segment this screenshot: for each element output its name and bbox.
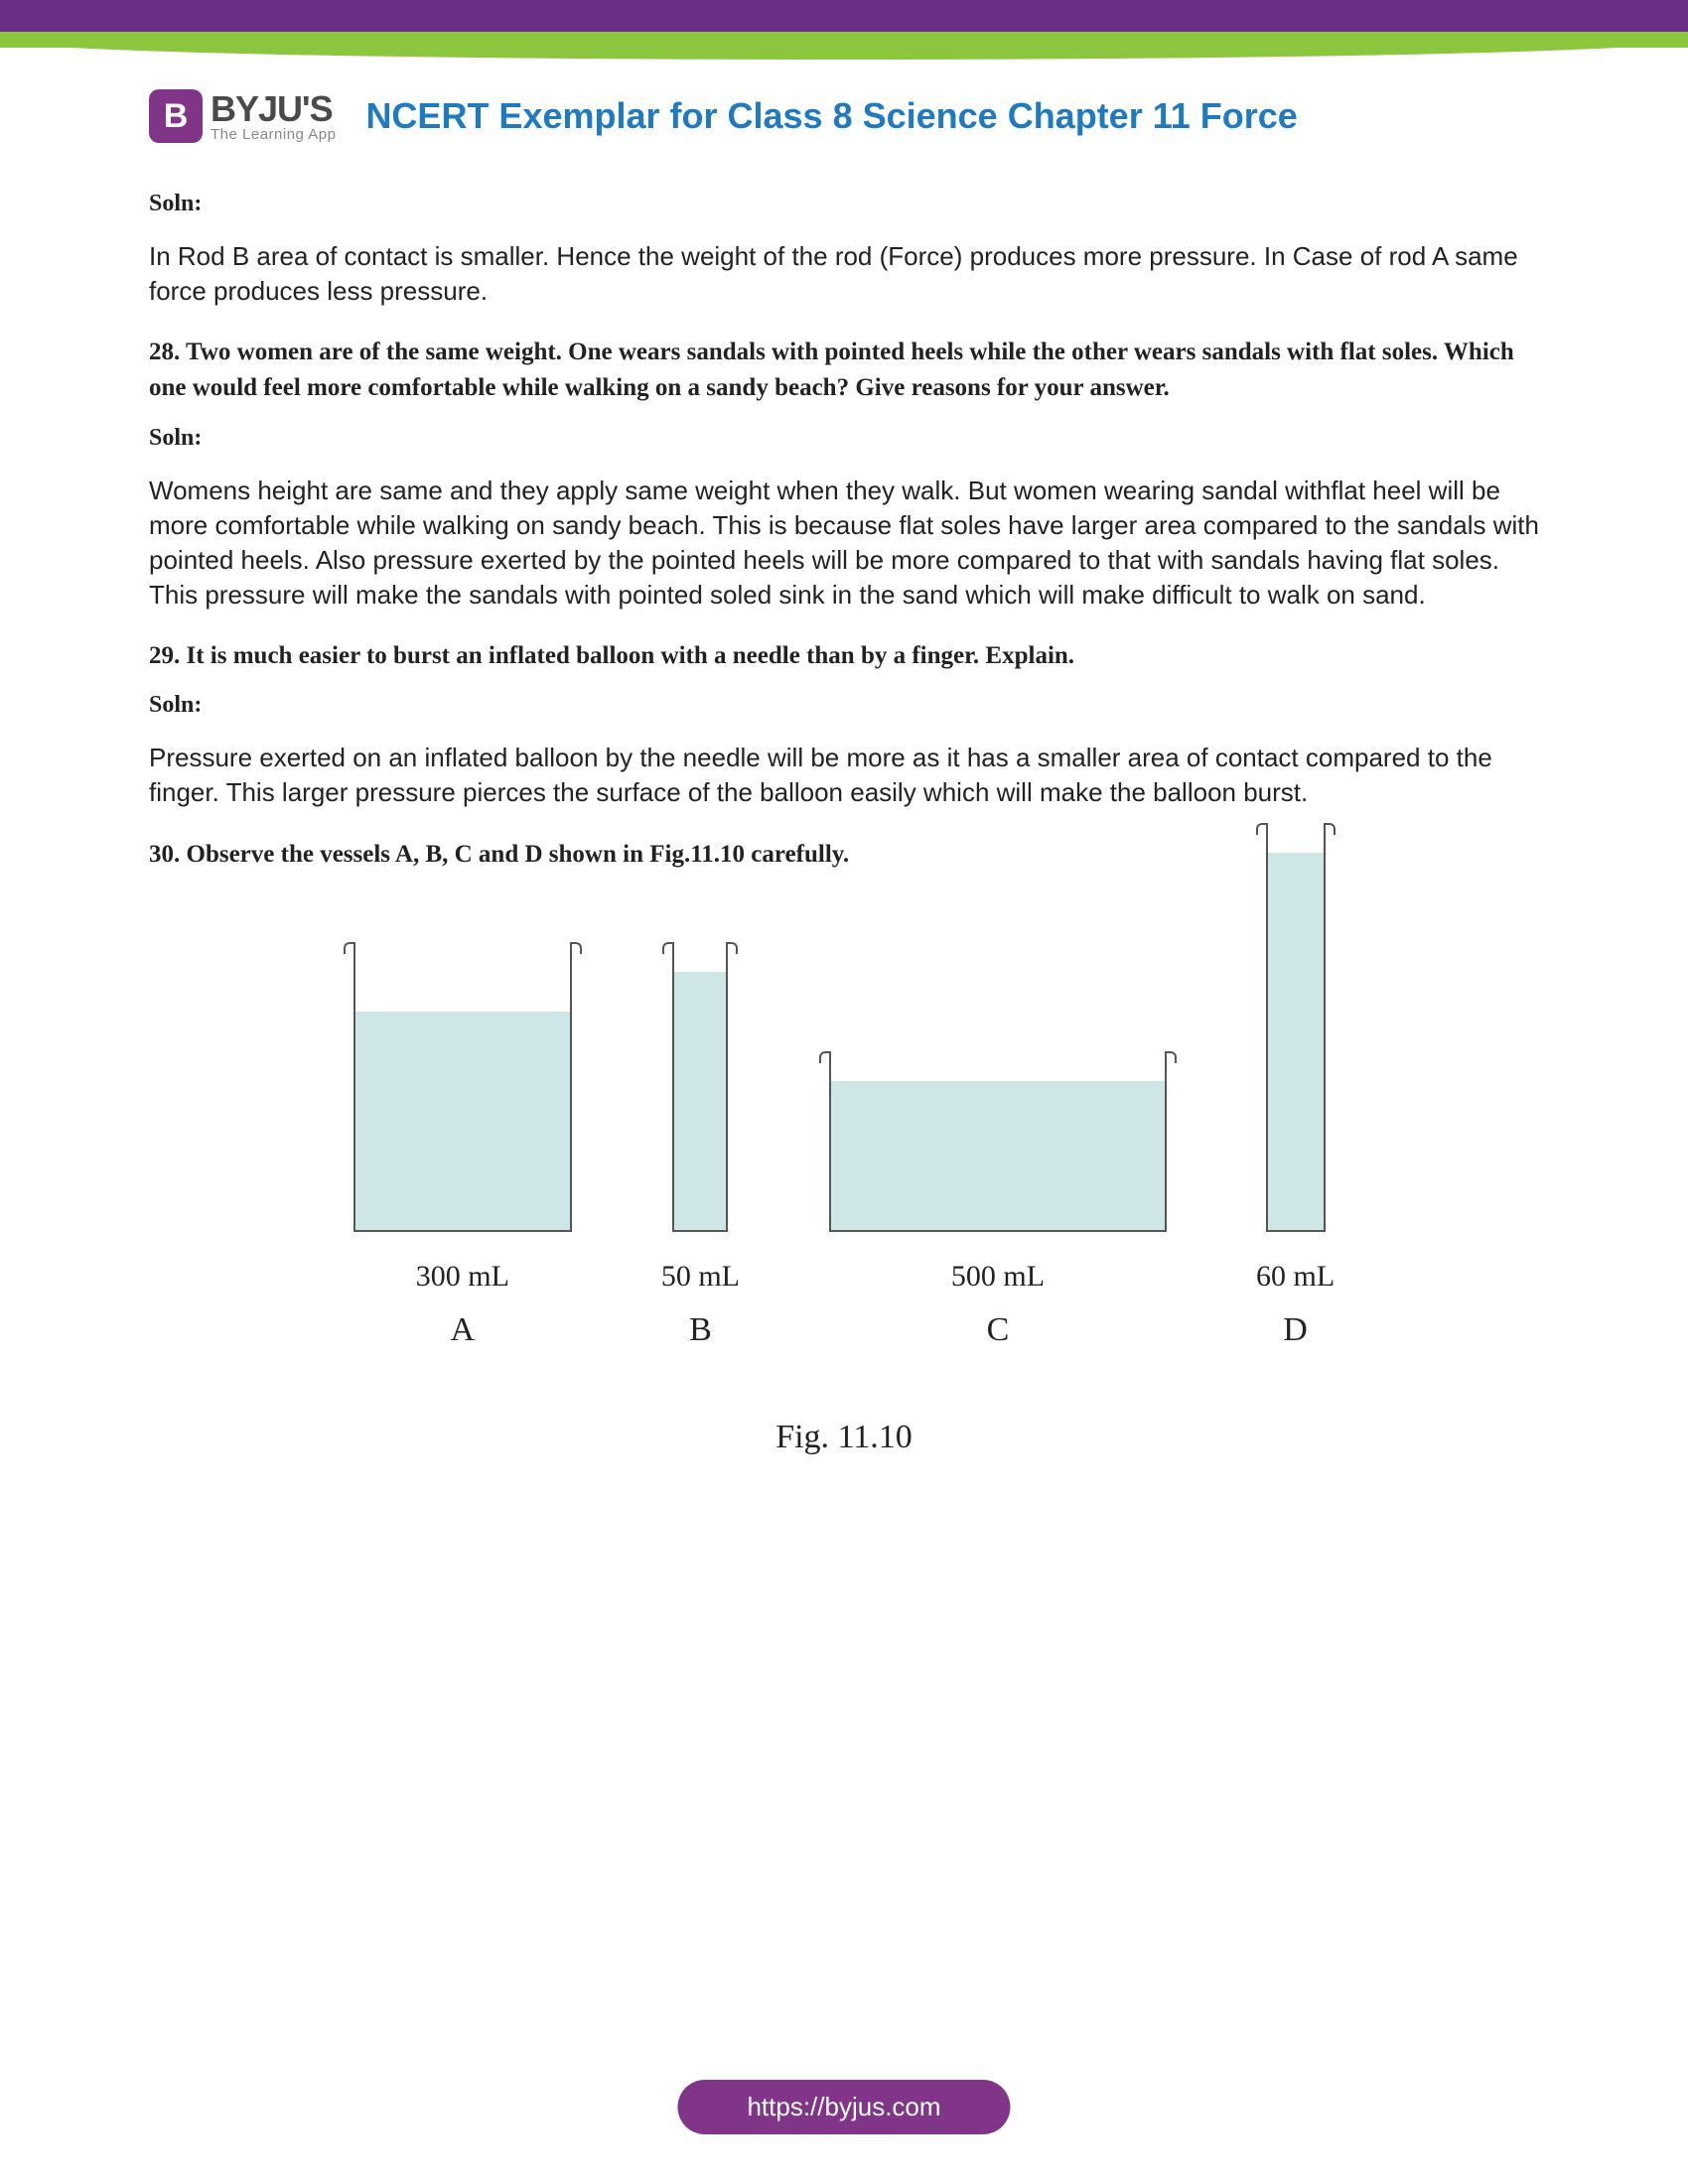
vessel-C: 500 mL C: [829, 1053, 1167, 1349]
page-title: NCERT Exemplar for Class 8 Science Chapt…: [365, 95, 1297, 137]
figure-caption: Fig. 11.10: [775, 1419, 913, 1456]
soln-label-q27: Soln:: [149, 191, 1539, 217]
brand-tagline: The Learning App: [211, 127, 336, 142]
vessel-letter-C: C: [987, 1311, 1010, 1349]
vessel-lip-left: [1256, 823, 1268, 835]
vessel-water-D: [1268, 853, 1324, 1230]
vessel-container-B: [672, 944, 728, 1232]
footer-url-pill: https://byjus.com: [677, 2080, 1010, 2134]
question-28: 28. Two women are of the same weight. On…: [149, 335, 1539, 407]
vessel-letter-D: D: [1283, 1311, 1308, 1349]
vessel-D: 60 mL D: [1256, 825, 1335, 1349]
vessel-B: 50 mL B: [661, 944, 740, 1349]
vessel-volume-label-C: 500 mL: [951, 1260, 1045, 1294]
soln-label-q28: Soln:: [149, 425, 1539, 452]
vessel-letter-A: A: [451, 1311, 476, 1349]
brand-logo: B BYJU'S The Learning App: [149, 89, 336, 143]
vessel-volume-label-D: 60 mL: [1256, 1260, 1335, 1294]
banner-green-stripe: [0, 40, 1688, 60]
logo-text: BYJU'S The Learning App: [211, 91, 336, 142]
vessel-lip-right: [1165, 1051, 1177, 1063]
vessel-lip-left: [819, 1051, 831, 1063]
vessel-box-D: [1266, 825, 1326, 1232]
vessel-water-A: [355, 1012, 570, 1230]
figure-11-10: 300 mL A 50 mL B 500 mL C 60 mL D Fig. 11.10: [149, 932, 1539, 1456]
vessel-box-C: [829, 1053, 1167, 1232]
vessel-lip-right: [1324, 823, 1336, 835]
logo-badge-letter: B: [164, 97, 189, 136]
vessel-volume-label-B: 50 mL: [661, 1260, 740, 1294]
soln-label-q29: Soln:: [149, 692, 1539, 719]
vessel-A: 300 mL A: [353, 944, 572, 1349]
header-row: B BYJU'S The Learning App NCERT Exemplar…: [0, 60, 1688, 153]
vessel-box-B: [672, 944, 728, 1232]
vessel-lip-right: [726, 942, 738, 954]
soln-text-q29: Pressure exerted on an inflated balloon …: [149, 741, 1539, 810]
vessel-water-B: [674, 972, 726, 1230]
vessel-lip-right: [570, 942, 582, 954]
footer-url: https://byjus.com: [747, 2092, 940, 2121]
vessel-container-A: [353, 944, 572, 1232]
soln-text-q28: Womens height are same and they apply sa…: [149, 474, 1539, 613]
logo-badge-icon: B: [149, 89, 203, 143]
vessel-container-D: [1266, 825, 1326, 1232]
vessel-lip-left: [344, 942, 355, 954]
vessels-row: 300 mL A 50 mL B 500 mL C 60 mL D: [149, 932, 1539, 1349]
vessel-box-A: [353, 944, 572, 1232]
vessel-letter-B: B: [689, 1311, 712, 1349]
brand-name: BYJU'S: [211, 91, 336, 127]
top-banner: [0, 0, 1688, 60]
vessel-water-C: [831, 1081, 1165, 1230]
question-29: 29. It is much easier to burst an inflat…: [149, 638, 1539, 674]
vessel-lip-left: [662, 942, 674, 954]
vessel-volume-label-A: 300 mL: [416, 1260, 509, 1294]
content-body: Soln: In Rod B area of contact is smalle…: [0, 153, 1688, 1456]
soln-text-q27: In Rod B area of contact is smaller. Hen…: [149, 239, 1539, 309]
vessel-container-C: [829, 1053, 1167, 1232]
